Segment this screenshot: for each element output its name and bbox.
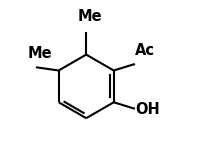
Text: OH: OH	[134, 102, 159, 117]
Text: Me: Me	[27, 46, 52, 61]
Text: Me: Me	[77, 9, 101, 24]
Text: Ac: Ac	[134, 43, 154, 58]
